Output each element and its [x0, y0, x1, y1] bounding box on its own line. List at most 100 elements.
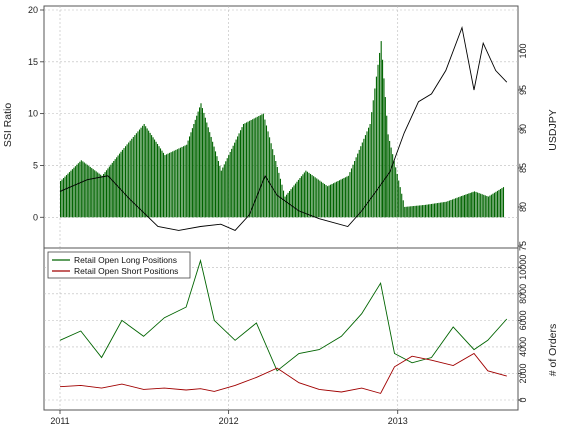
ssi-bar: [404, 206, 406, 218]
ssi-bar: [138, 129, 141, 218]
ssi-bar: [347, 175, 349, 218]
ssi-bar: [83, 162, 85, 218]
ssi-bar: [65, 175, 68, 218]
ssi-bar: [276, 166, 278, 218]
ssi-bar: [477, 192, 479, 218]
ssi-bar: [286, 194, 288, 218]
ssi-bar: [453, 198, 455, 218]
ssi-bar: [355, 157, 357, 218]
ssi-bar: [154, 139, 156, 218]
ssi-bar: [116, 157, 118, 218]
ssi-bar: [98, 173, 100, 218]
ssi-bar: [366, 131, 368, 218]
ssi-bar: [361, 142, 363, 218]
ssi-bar: [92, 169, 94, 218]
ssi-bar: [269, 137, 271, 218]
ssi-bar: [134, 135, 136, 218]
ssi-bar: [142, 125, 144, 218]
ssi-bar: [88, 165, 90, 218]
ssi-bar: [204, 117, 206, 218]
ssi-bar: [357, 153, 359, 218]
orders-axis-title: # of Orders: [547, 324, 559, 377]
ssi-bar: [80, 160, 82, 218]
ssi-bar: [67, 173, 69, 218]
ssi-bar: [126, 144, 128, 218]
ssi-bar: [296, 181, 298, 218]
date-axis: 2011 2012 2013: [50, 410, 408, 426]
ssi-bar: [471, 192, 473, 218]
ssi-bar: [490, 194, 492, 218]
ssi-bar: [97, 172, 99, 218]
ssi-bar: [396, 173, 398, 218]
ssi-bar: [363, 138, 365, 218]
ssi-bar: [135, 133, 137, 218]
ssi-bar: [89, 166, 91, 218]
ssi-bar: [181, 146, 183, 218]
ssi-bar: [244, 123, 246, 218]
ssi-bar: [395, 167, 397, 218]
ssi-bar: [249, 120, 251, 218]
ssi-bar: [302, 174, 304, 218]
ssi-bar: [379, 52, 381, 218]
ssi-bar: [399, 187, 401, 218]
ssi-bar: [445, 201, 447, 218]
ssi-bar: [252, 119, 254, 218]
ssi-bar: [228, 155, 230, 218]
ssi-bar: [196, 115, 198, 218]
ssi-bar: [344, 177, 346, 218]
ssi-bar: [114, 159, 116, 218]
ssi-bar: [332, 183, 335, 218]
ssi-bar: [76, 164, 78, 218]
ssi-bar: [82, 161, 84, 218]
usdjpy-tick-label: 85: [518, 163, 528, 173]
ssi-bar: [235, 139, 237, 218]
ssi-bar: [267, 131, 269, 218]
ssi-bar: [255, 117, 257, 218]
ssi-bar: [433, 203, 435, 218]
ssi-bar: [173, 150, 175, 218]
usdjpy-tick-label: 80: [518, 202, 528, 212]
ssi-bar: [501, 188, 503, 218]
ssi-bar: [191, 128, 193, 218]
ssi-bar: [368, 127, 370, 218]
ssi-bar: [420, 205, 422, 218]
ssi-bar: [155, 141, 157, 218]
ssi-bar: [393, 160, 395, 218]
ssi-bar: [435, 203, 437, 218]
orders-tick-label: 6000: [518, 310, 528, 330]
ssi-bar: [284, 196, 286, 218]
ssi-bar: [331, 183, 333, 218]
ssi-bars: [60, 41, 505, 218]
ssi-bar: [199, 107, 201, 218]
ssi-bar: [480, 193, 482, 218]
ssi-bar: [121, 149, 124, 218]
ssi-bar: [390, 147, 392, 218]
ssi-bar: [79, 161, 81, 218]
ssi-bar: [145, 126, 147, 218]
orders-series-line: [59, 352, 507, 394]
ssi-bar: [438, 202, 440, 218]
ssi-bar: [364, 135, 366, 218]
ssi-bar: [341, 178, 343, 218]
ssi-bar: [493, 192, 495, 218]
ssi-bar: [188, 136, 191, 218]
ssi-bar: [498, 189, 500, 218]
usdjpy-tick-label: 95: [518, 85, 528, 95]
ssi-bar: [407, 206, 409, 218]
ssi-bar: [232, 145, 234, 218]
ssi-bar: [439, 202, 441, 218]
ssi-bar: [214, 151, 217, 218]
ssi-bar: [371, 112, 373, 218]
ssi-bar: [170, 152, 172, 218]
ssi-bar: [338, 180, 341, 218]
ssi-bar: [242, 124, 245, 218]
ssi-bar: [487, 196, 489, 218]
usdjpy-tick-label: 90: [518, 124, 528, 134]
ssi-bar: [405, 206, 407, 218]
ssi-bar: [483, 194, 485, 218]
ssi-panel: 0 5 10 15 20 75 80 85 90 95 100 SSI Ratio USDJPY: [2, 5, 559, 251]
ssi-bar: [184, 145, 186, 218]
ssi-bar: [414, 205, 416, 218]
ssi-bar: [237, 136, 239, 218]
usdjpy-line-group: [59, 25, 508, 231]
